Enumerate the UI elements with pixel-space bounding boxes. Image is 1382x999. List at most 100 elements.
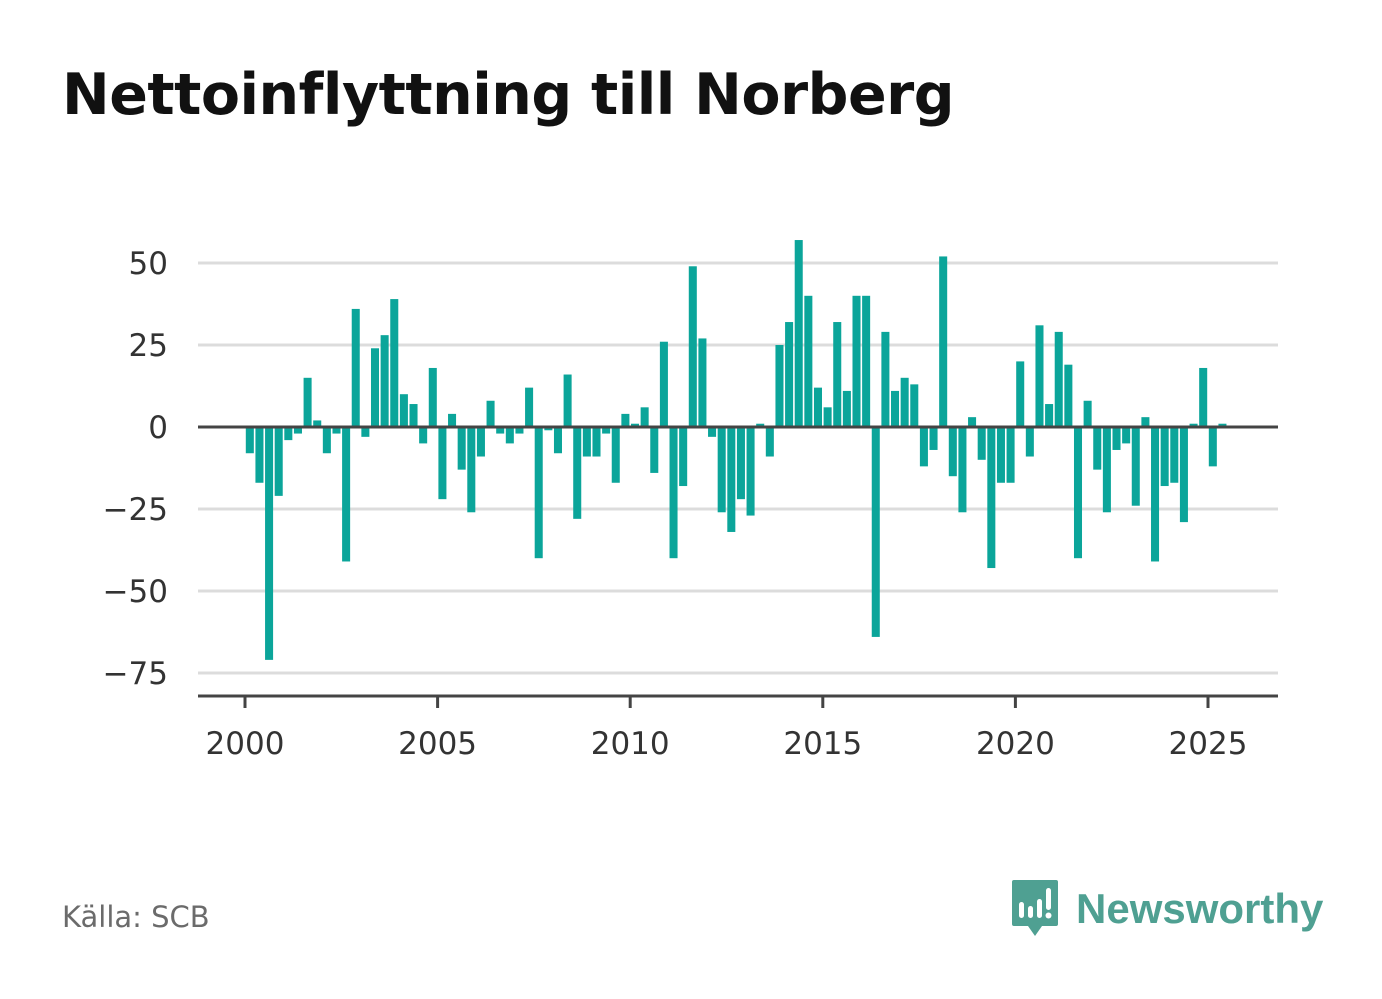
bar	[736, 427, 745, 500]
bar	[592, 427, 601, 457]
bar	[929, 427, 938, 450]
bar	[746, 427, 755, 516]
bar	[1131, 427, 1140, 506]
bar	[370, 348, 380, 427]
bar	[785, 322, 794, 427]
bar	[457, 427, 466, 470]
x-tick-label: 2020	[976, 726, 1055, 762]
bar	[1112, 427, 1121, 450]
bar	[293, 427, 302, 434]
bar	[900, 377, 909, 427]
y-tick-labels: 50 25 0 −25 −50 −75	[103, 246, 168, 692]
bar	[631, 423, 640, 427]
bar	[717, 427, 726, 513]
bar	[987, 427, 996, 569]
bar	[775, 345, 784, 427]
bar	[1189, 423, 1198, 427]
bar	[303, 377, 312, 427]
bar	[958, 427, 967, 513]
bar	[419, 427, 428, 444]
bar	[996, 427, 1005, 483]
bar	[1199, 367, 1208, 427]
bar	[515, 427, 524, 434]
x-tick-label: 2000	[206, 726, 285, 762]
bar	[1179, 427, 1188, 523]
bar	[284, 427, 293, 441]
bar	[313, 420, 322, 427]
brand-logo: Newsworthy	[1010, 878, 1323, 940]
bar	[332, 427, 341, 434]
bar	[505, 427, 514, 444]
bar	[448, 413, 457, 427]
bar	[891, 390, 900, 427]
bar	[245, 427, 254, 454]
bar	[1102, 427, 1111, 513]
bar	[1218, 423, 1227, 427]
bar	[1122, 427, 1131, 444]
bar	[939, 256, 948, 427]
bar	[467, 427, 476, 513]
bar	[621, 413, 630, 427]
bar	[390, 299, 399, 427]
bar	[1054, 331, 1063, 427]
y-tick-label: 25	[129, 328, 168, 364]
bar	[1208, 427, 1217, 467]
bar	[919, 427, 928, 467]
bar	[1141, 417, 1150, 427]
bar	[659, 341, 668, 427]
x-tick-label: 2010	[591, 726, 670, 762]
gridlines	[198, 261, 1278, 675]
bar	[438, 427, 447, 500]
bar	[640, 407, 649, 427]
y-tick-label: 0	[148, 410, 168, 446]
x-tick-labels: 2000 2005 2010 2015 2020 2025	[206, 726, 1248, 762]
bar	[823, 407, 832, 427]
bar	[342, 427, 351, 562]
y-tick-label: −50	[103, 574, 168, 610]
bar	[1073, 427, 1083, 559]
y-tick-label: 50	[129, 246, 168, 282]
chart-title: Nettoinflyttning till Norberg	[62, 62, 955, 128]
bar	[804, 295, 813, 427]
x-tick-label: 2005	[398, 726, 477, 762]
x-tick-label: 2025	[1169, 726, 1248, 762]
bar	[727, 427, 736, 532]
bar	[1035, 325, 1044, 427]
bar-chart-speech-bubble-icon	[1012, 880, 1058, 936]
bar	[1160, 427, 1169, 487]
bar	[650, 427, 659, 473]
bar	[573, 427, 582, 519]
bar	[881, 331, 890, 427]
axes	[198, 425, 1278, 708]
bar	[1045, 404, 1054, 427]
bar	[679, 427, 688, 487]
bar	[544, 427, 553, 431]
bar	[948, 427, 957, 477]
bar	[756, 423, 765, 427]
bar	[428, 367, 437, 427]
bar	[794, 240, 803, 427]
bar	[582, 427, 591, 457]
bar	[255, 427, 264, 483]
bar	[1064, 364, 1073, 427]
bar	[1093, 427, 1102, 470]
bar	[486, 400, 495, 427]
bar	[476, 427, 485, 457]
bar	[669, 427, 678, 559]
bar	[380, 335, 389, 427]
bar	[842, 390, 851, 427]
bar	[708, 427, 717, 437]
bar	[910, 384, 919, 427]
bar	[351, 308, 360, 427]
bar	[833, 322, 842, 427]
bar	[265, 427, 274, 660]
bar	[871, 427, 880, 637]
bar	[1025, 427, 1034, 457]
y-tick-label: −25	[103, 492, 168, 528]
bar	[602, 427, 611, 434]
bar	[1006, 427, 1015, 483]
bar	[852, 295, 861, 427]
bar	[322, 427, 331, 454]
bar	[1151, 427, 1160, 562]
